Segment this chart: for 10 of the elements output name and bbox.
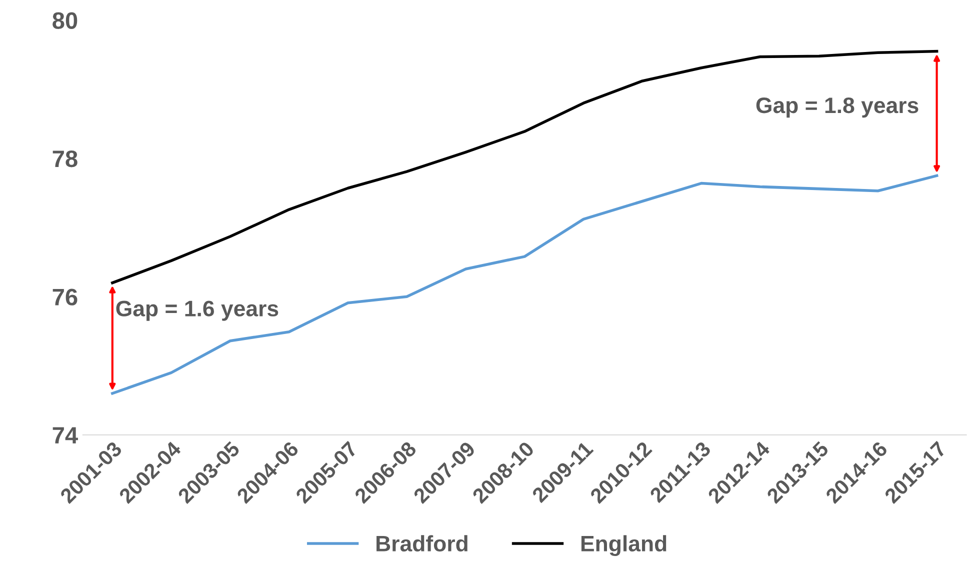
line-series: [111, 50, 938, 284]
line-series: [111, 174, 938, 395]
y-tick-label: 76: [52, 288, 78, 306]
legend-label: England: [581, 535, 666, 556]
y-tick-label: 80: [52, 12, 78, 29]
y-tick-label: 78: [52, 150, 78, 168]
legend-label: Bradford: [376, 535, 468, 552]
y-tick-label: 74: [52, 427, 78, 444]
annotation: Gap = 1.8 years: [756, 97, 918, 118]
annotation: Gap = 1.6 years: [116, 300, 278, 321]
